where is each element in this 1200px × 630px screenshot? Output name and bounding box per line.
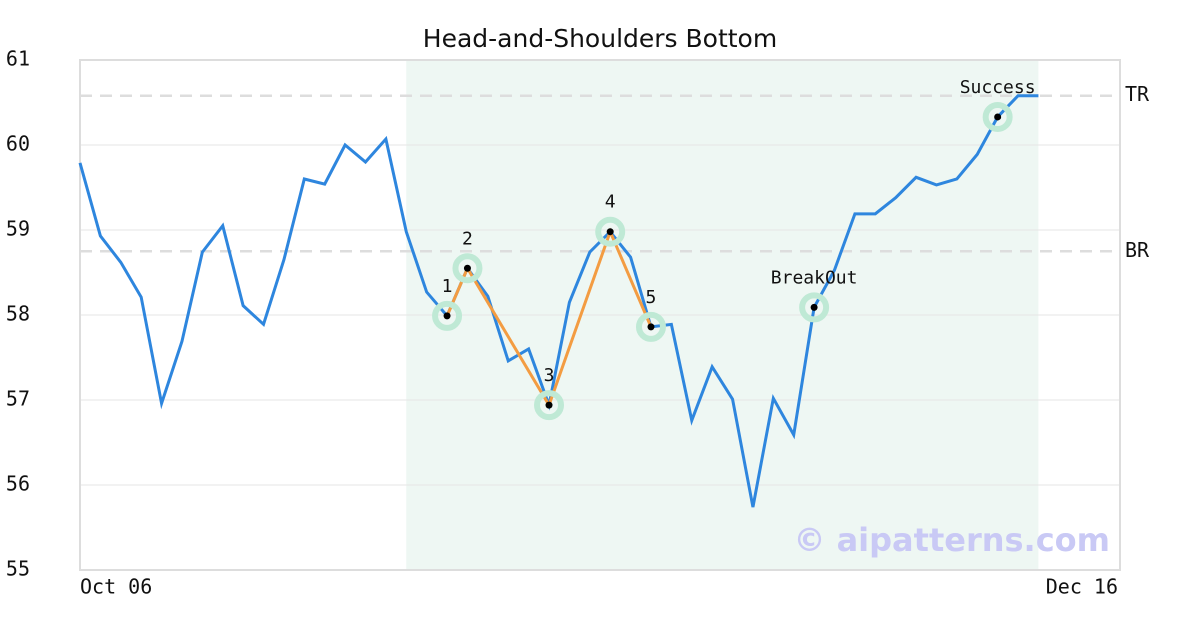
plot-frame: [79, 59, 1121, 571]
pattern-halo: [799, 292, 830, 323]
pattern-point: [443, 312, 451, 320]
y-tick-label: 59: [6, 217, 30, 241]
pattern-point: [647, 323, 655, 331]
y-tick-label: 60: [6, 132, 30, 156]
pattern-halo: [635, 311, 666, 342]
chart-title: Head-and-Shoulders Bottom: [423, 24, 777, 53]
y-tick-label: 58: [6, 302, 30, 326]
pattern-halo: [534, 390, 565, 421]
x-tick-label: Oct 06: [80, 575, 152, 599]
level-label: TR: [1125, 82, 1150, 106]
level-label: BR: [1125, 238, 1150, 262]
x-tick-label: Dec 16: [1046, 575, 1118, 599]
pattern-label: BreakOut: [771, 267, 858, 288]
y-tick-label: 56: [6, 472, 30, 496]
pattern-halo: [452, 253, 483, 284]
pattern-point: [994, 113, 1002, 121]
pattern-halo: [982, 101, 1013, 132]
pattern-label: Success: [960, 77, 1036, 98]
y-tick-label: 61: [6, 47, 30, 71]
y-tick-label: 55: [6, 557, 30, 581]
pattern-halo: [432, 300, 463, 331]
pattern-point: [545, 401, 553, 409]
pattern-point: [463, 264, 471, 272]
pattern-label: 5: [646, 287, 657, 308]
pattern-label: 2: [462, 228, 473, 249]
pattern-point: [810, 303, 818, 311]
pattern-label: 3: [544, 365, 555, 386]
pattern-halo: [595, 216, 626, 247]
pattern-label: 4: [605, 192, 616, 213]
pattern-point: [606, 228, 614, 236]
price-line: [78, 94, 1039, 508]
y-tick-label: 57: [6, 387, 30, 411]
pattern-label: 1: [442, 276, 453, 297]
watermark: © aipatterns.com: [793, 521, 1110, 559]
